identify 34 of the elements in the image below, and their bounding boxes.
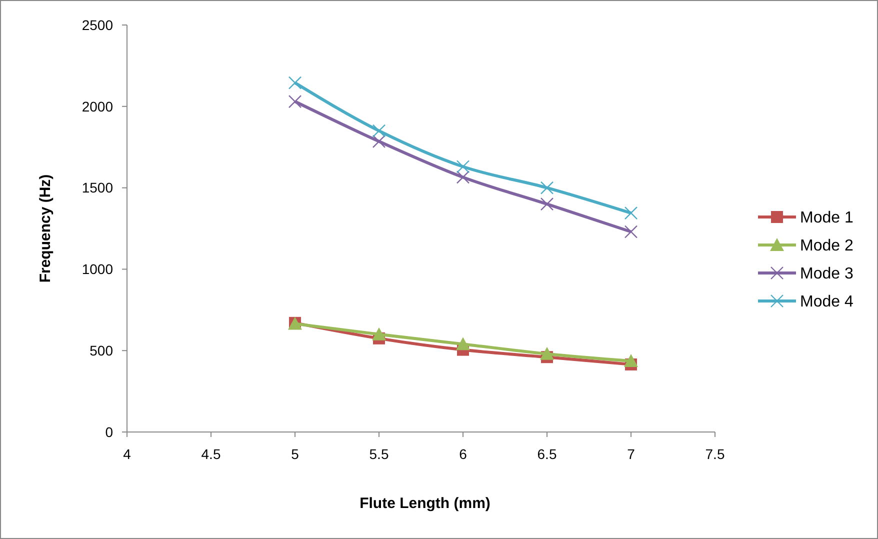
y-tick-label: 0 [105, 424, 114, 440]
legend-label: Mode 4 [800, 294, 854, 311]
x-tick-label: 6 [459, 446, 468, 462]
x-tick-label: 5.5 [369, 446, 389, 462]
x-axis-title: Flute Length (mm) [360, 495, 490, 512]
point [540, 197, 554, 211]
legend-label: Mode 2 [800, 238, 854, 255]
y-tick-label: 2500 [82, 16, 114, 33]
point [456, 337, 470, 350]
point [456, 160, 470, 174]
point [624, 354, 638, 368]
y-tick-label: 1500 [82, 180, 114, 196]
point [372, 134, 386, 148]
point [372, 327, 386, 340]
point [624, 206, 638, 220]
point [540, 181, 554, 194]
legend-label: Mode 3 [800, 266, 854, 283]
point [624, 225, 638, 238]
x-tick-label: 4.5 [201, 446, 221, 462]
y-axis-title: Frequency (Hz) [37, 174, 54, 283]
point [456, 170, 470, 184]
x-tick-label: 7.5 [705, 446, 725, 462]
point [372, 124, 386, 138]
legend-label: Mode 1 [800, 210, 854, 227]
y-tick-label: 2000 [82, 98, 114, 114]
x-tick-label: 4 [123, 446, 132, 462]
point [288, 94, 302, 108]
point [540, 346, 554, 360]
x-tick-label: 7 [627, 446, 636, 462]
x-tick-label: 5 [291, 446, 300, 462]
x-tick-label: 6.5 [537, 446, 557, 462]
point [288, 76, 302, 90]
y-tick-label: 500 [90, 342, 114, 358]
y-tick-label: 1000 [82, 261, 114, 278]
